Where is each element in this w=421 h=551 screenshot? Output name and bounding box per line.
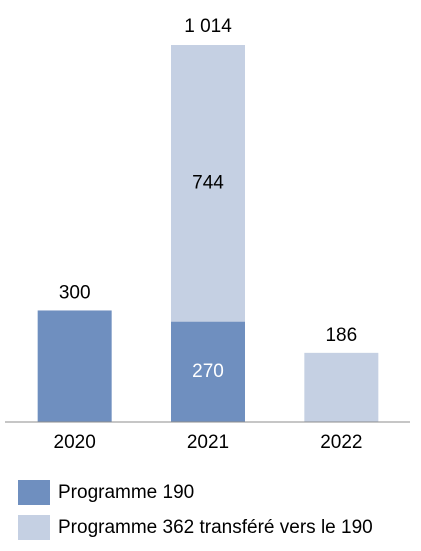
total-label: 1 014 <box>184 16 232 37</box>
bar-segment <box>171 321 245 422</box>
legend-label: Programme 190 <box>58 482 194 503</box>
x-tick-label: 2021 <box>187 432 229 453</box>
data-label: 744 <box>192 172 224 193</box>
legend-label: Programme 362 transféré vers le 190 <box>58 517 373 538</box>
bar-segment <box>171 45 245 322</box>
data-label: 270 <box>192 361 224 382</box>
data-label: 186 <box>325 325 357 346</box>
x-tick-label: 2022 <box>320 432 362 453</box>
x-tick-label: 2020 <box>54 432 96 453</box>
legend-swatch <box>18 515 50 540</box>
data-label: 300 <box>59 282 91 303</box>
bar-segment <box>304 352 379 422</box>
bar-segment <box>37 310 112 422</box>
legend-swatch <box>18 480 50 505</box>
